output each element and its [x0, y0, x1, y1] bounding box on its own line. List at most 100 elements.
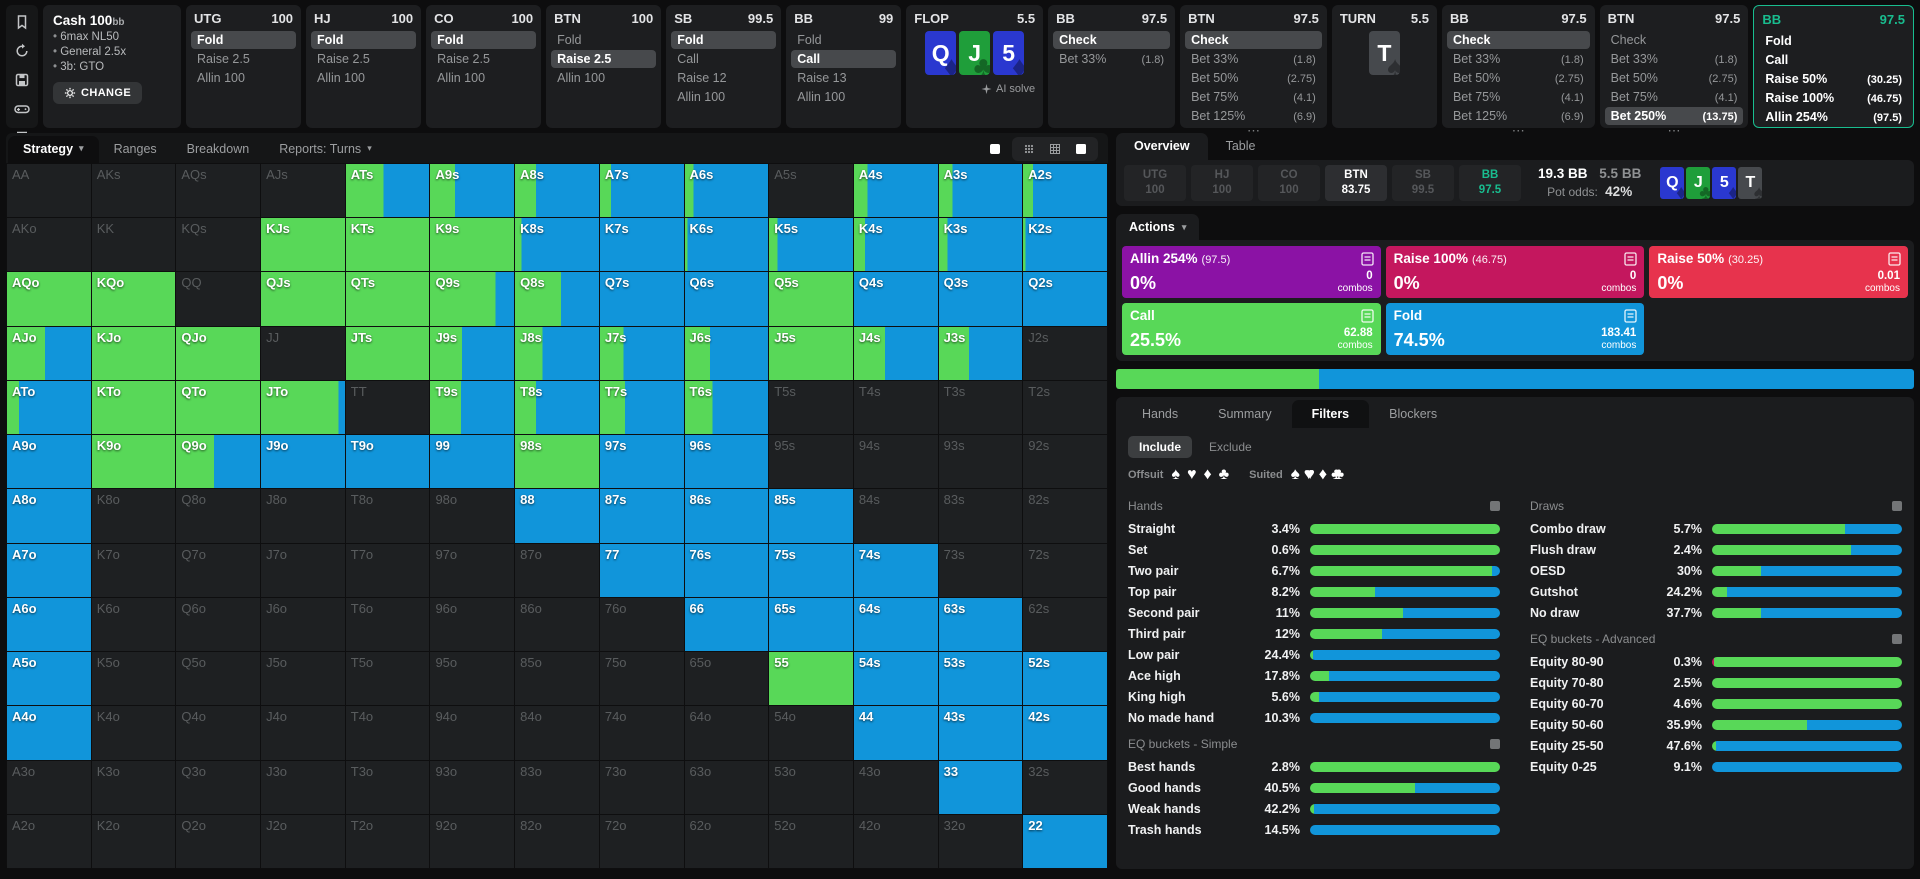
- action-option-bet-50-[interactable]: Bet 50% (2.75): [1605, 69, 1744, 87]
- filter-row-weak-hands[interactable]: Weak hands 42.2%: [1128, 798, 1500, 819]
- filter-row-top-pair[interactable]: Top pair 8.2%: [1128, 581, 1500, 602]
- section-checkbox-icon[interactable]: [1892, 634, 1902, 645]
- hand-cell-J9o[interactable]: J9o: [261, 435, 345, 489]
- hand-cell-QTs[interactable]: QTs: [345, 272, 430, 326]
- hand-cell-T5o[interactable]: T5o: [345, 652, 430, 706]
- hand-cell-87s[interactable]: 87s: [599, 489, 684, 543]
- hand-cell-32s[interactable]: 32s: [1023, 760, 1107, 814]
- hand-cell-K9s[interactable]: K9s: [430, 218, 515, 272]
- action-option-raise-13[interactable]: Raise 13: [791, 69, 896, 87]
- action-option-bet-125-[interactable]: Bet 125% (6.9): [1447, 107, 1590, 125]
- hand-cell-83o[interactable]: 83o: [515, 760, 599, 814]
- tab-ranges[interactable]: Ranges: [99, 136, 172, 163]
- action-option-allin-100[interactable]: Allin 100: [551, 69, 656, 87]
- action-option-raise-2-5[interactable]: Raise 2.5: [191, 50, 296, 68]
- hand-cell-J2o[interactable]: J2o: [261, 814, 345, 868]
- hand-cell-43s[interactable]: 43s: [938, 706, 1023, 760]
- action-option-fold[interactable]: Fold: [1759, 32, 1908, 50]
- hand-cell-T8s[interactable]: T8s: [515, 380, 599, 435]
- hand-cell-43o[interactable]: 43o: [853, 760, 938, 814]
- range-list-icon[interactable]: [1624, 252, 1637, 267]
- section-checkbox-icon[interactable]: [1892, 501, 1902, 512]
- action-option-allin-100[interactable]: Allin 100: [671, 88, 776, 106]
- hand-cell-99[interactable]: 99: [430, 435, 515, 489]
- hand-cell-Q8s[interactable]: Q8s: [515, 272, 599, 326]
- filter-row-equity-80-90[interactable]: Equity 80-90 0.3%: [1530, 651, 1902, 672]
- hand-cell-AKo[interactable]: AKo: [7, 218, 91, 272]
- exclude-toggle[interactable]: Exclude: [1209, 440, 1252, 455]
- hand-cell-64s[interactable]: 64s: [853, 597, 938, 652]
- seat-chip-bb[interactable]: BB 97.5: [1459, 165, 1521, 202]
- hand-cell-97o[interactable]: 97o: [430, 543, 515, 597]
- change-settings-button[interactable]: CHANGE: [53, 82, 143, 104]
- action-option-call[interactable]: Call: [791, 50, 897, 68]
- hand-cell-84o[interactable]: 84o: [515, 706, 599, 760]
- hand-cell-A8o[interactable]: A8o: [7, 489, 91, 543]
- hand-cell-33[interactable]: 33: [938, 760, 1023, 814]
- hand-cell-K5o[interactable]: K5o: [91, 652, 176, 706]
- hand-cell-T9s[interactable]: T9s: [430, 380, 515, 435]
- action-card-raise-100-[interactable]: Raise 100% (46.75) 0% 0 combos: [1385, 246, 1645, 299]
- filter-row-flush-draw[interactable]: Flush draw 2.4%: [1530, 539, 1902, 560]
- hand-cell-K7o[interactable]: K7o: [91, 543, 176, 597]
- controller-icon[interactable]: [14, 101, 30, 117]
- hand-cell-88[interactable]: 88: [515, 489, 599, 543]
- hand-cell-J8o[interactable]: J8o: [261, 489, 345, 543]
- hand-cell-K2s[interactable]: K2s: [1023, 218, 1107, 272]
- hand-cell-96o[interactable]: 96o: [430, 597, 515, 652]
- action-option-bet-75-[interactable]: Bet 75% (4.1): [1185, 88, 1322, 106]
- filter-row-combo-draw[interactable]: Combo draw 5.7%: [1530, 518, 1902, 539]
- hand-cell-K7s[interactable]: K7s: [599, 218, 684, 272]
- action-option-bet-125-[interactable]: Bet 125% (6.9): [1185, 107, 1322, 125]
- range-list-icon[interactable]: [1361, 252, 1374, 267]
- tab-summary[interactable]: Summary: [1218, 407, 1272, 422]
- action-option-raise-2-5[interactable]: Raise 2.5: [551, 50, 657, 68]
- hand-cell-A2s[interactable]: A2s: [1023, 164, 1107, 218]
- hand-cell-J9s[interactable]: J9s: [430, 326, 515, 380]
- action-option-bet-75-[interactable]: Bet 75% (4.1): [1447, 88, 1590, 106]
- action-option-fold[interactable]: Fold: [431, 31, 537, 49]
- hand-cell-72s[interactable]: 72s: [1023, 543, 1107, 597]
- hand-cell-J3o[interactable]: J3o: [261, 760, 345, 814]
- hand-cell-A3s[interactable]: A3s: [938, 164, 1023, 218]
- range-list-icon[interactable]: [1888, 252, 1901, 267]
- filter-row-king-high[interactable]: King high 5.6%: [1128, 686, 1500, 707]
- section-checkbox-icon[interactable]: [1490, 739, 1500, 750]
- action-card-allin-254-[interactable]: Allin 254% (97.5) 0% 0 combos: [1122, 246, 1381, 299]
- hand-cell-A8s[interactable]: A8s: [515, 164, 599, 218]
- hand-cell-AQs[interactable]: AQs: [176, 164, 261, 218]
- hand-cell-Q7o[interactable]: Q7o: [176, 543, 261, 597]
- hand-cell-T5s[interactable]: T5s: [769, 380, 853, 435]
- hand-cell-77[interactable]: 77: [599, 543, 684, 597]
- hand-cell-JTo[interactable]: JTo: [261, 380, 345, 435]
- filter-row-second-pair[interactable]: Second pair 11%: [1128, 602, 1500, 623]
- hand-cell-T8o[interactable]: T8o: [345, 489, 430, 543]
- hand-cell-94s[interactable]: 94s: [853, 435, 938, 489]
- hand-cell-Q9o[interactable]: Q9o: [176, 435, 261, 489]
- hand-cell-J5s[interactable]: J5s: [769, 326, 853, 380]
- seat-chip-sb[interactable]: SB 99.5: [1392, 165, 1454, 202]
- hand-cell-A3o[interactable]: A3o: [7, 760, 91, 814]
- hand-cell-T7s[interactable]: T7s: [599, 380, 684, 435]
- filter-row-good-hands[interactable]: Good hands 40.5%: [1128, 777, 1500, 798]
- hand-cell-K2o[interactable]: K2o: [91, 814, 176, 868]
- hand-cell-J4s[interactable]: J4s: [853, 326, 938, 380]
- action-option-raise-12[interactable]: Raise 12: [671, 69, 776, 87]
- hand-cell-T3s[interactable]: T3s: [938, 380, 1023, 435]
- hand-cell-Q9s[interactable]: Q9s: [430, 272, 515, 326]
- hand-cell-A9s[interactable]: A9s: [430, 164, 515, 218]
- hand-cell-AA[interactable]: AA: [7, 164, 91, 218]
- filter-row-set[interactable]: Set 0.6%: [1128, 539, 1500, 560]
- filter-row-equity-25-50[interactable]: Equity 25-50 47.6%: [1530, 735, 1902, 756]
- action-option-check[interactable]: Check: [1446, 31, 1590, 49]
- hand-cell-A6s[interactable]: A6s: [684, 164, 769, 218]
- heart-icon[interactable]: ♥: [1186, 466, 1197, 484]
- hand-cell-J2s[interactable]: J2s: [1023, 326, 1107, 380]
- action-option-bet-33-[interactable]: Bet 33% (1.8): [1447, 50, 1590, 68]
- solid-view-icon[interactable]: [988, 142, 1002, 156]
- action-option-bet-50-[interactable]: Bet 50% (2.75): [1185, 69, 1322, 87]
- filter-row-oesd[interactable]: OESD 30%: [1530, 560, 1902, 581]
- tab-hands[interactable]: Hands: [1142, 407, 1179, 422]
- square-view-icon[interactable]: [1074, 142, 1088, 156]
- seat-chip-utg[interactable]: UTG 100: [1124, 165, 1186, 202]
